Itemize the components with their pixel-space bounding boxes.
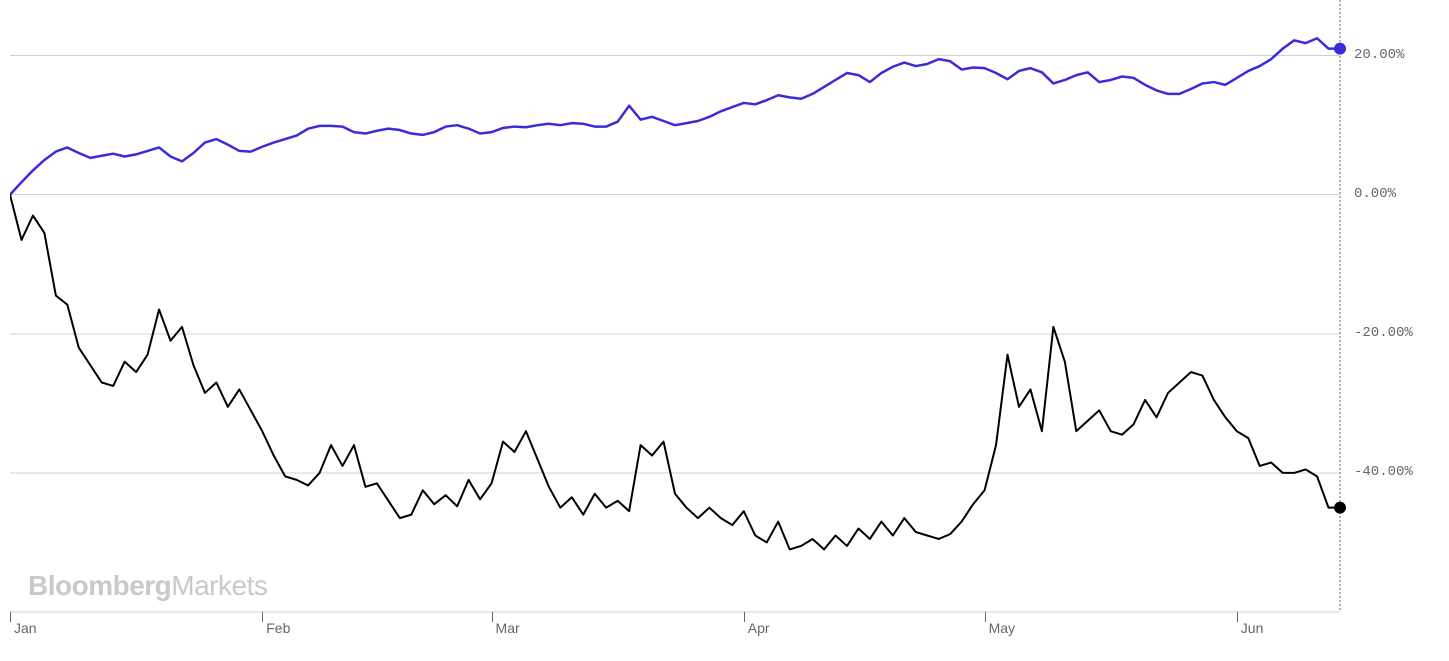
watermark-light: Markets <box>171 570 267 601</box>
x-axis-label: May <box>989 620 1015 636</box>
chart-plot-area <box>10 0 1360 614</box>
x-axis-label: Jun <box>1241 620 1264 636</box>
x-tick <box>262 612 263 622</box>
watermark-bold: Bloomberg <box>28 570 171 601</box>
x-tick <box>10 612 11 622</box>
x-axis-label: Feb <box>266 620 290 636</box>
series-line-series-a <box>10 38 1340 194</box>
series-line-series-b <box>10 195 1340 550</box>
watermark: BloombergMarkets <box>28 570 267 602</box>
x-tick <box>744 612 745 622</box>
x-tick <box>985 612 986 622</box>
y-axis-label: -20.00% <box>1354 325 1413 341</box>
x-axis-label: Jan <box>14 620 37 636</box>
x-tick <box>492 612 493 622</box>
x-tick <box>1237 612 1238 622</box>
series-end-marker-series-b <box>1334 502 1346 514</box>
x-axis-label: Mar <box>496 620 520 636</box>
line-chart: 20.00% 0.00% -20.00% -40.00% Jan Feb Mar Apr Ma… <box>0 0 1449 661</box>
y-axis-label: 20.00% <box>1354 47 1404 63</box>
series-end-marker-series-a <box>1334 43 1346 55</box>
y-axis-label: 0.00% <box>1354 186 1396 202</box>
x-axis-label: Apr <box>748 620 770 636</box>
y-axis-label: -40.00% <box>1354 464 1413 480</box>
